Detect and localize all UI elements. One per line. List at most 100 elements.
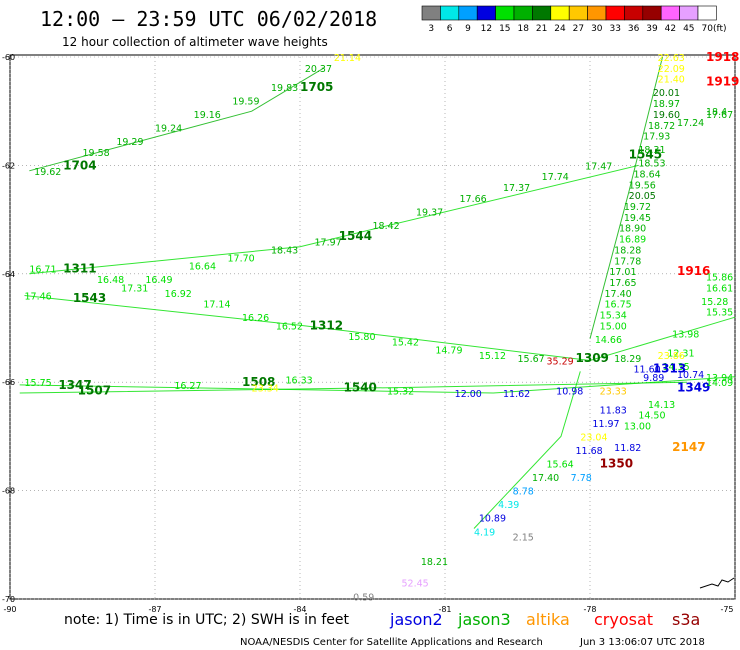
wave-height-label: 14.09 [706,378,733,389]
wave-height-label: 17.93 [643,132,670,143]
legend-unit: (ft) [713,24,727,34]
wave-height-label: 10.74 [677,370,704,381]
wave-height-label: 14.13 [648,400,675,411]
wave-height-label: 16.61 [706,283,733,294]
wave-height-label: 16.64 [189,262,216,273]
legend-label: 45 [683,24,694,34]
wave-height-label: 16.92 [165,289,192,300]
wave-height-label: 18.31 [638,145,665,156]
wave-height-label: 16.48 [97,275,124,286]
pass-time-label: 1311 [63,261,96,275]
wave-height-label: 17.14 [203,300,230,311]
wave-height-label: 18.97 [653,99,680,110]
pass-time-label: 1544 [339,229,372,243]
wave-height-label: 15.00 [600,321,627,332]
wave-height-label: 19.37 [416,207,443,218]
wave-height-label: 17.78 [614,256,641,267]
satellite-name: altika [526,610,570,629]
wave-height-label: 17.24 [677,118,704,129]
wave-height-label: 18.90 [619,224,646,235]
legend-label: 3 [428,24,434,34]
wave-height-label: 15.32 [387,386,414,397]
lon-tick-label: -87 [148,605,161,614]
wave-height-label: 18.29 [614,354,641,365]
wave-height-label: 17.31 [121,283,148,294]
satellite-track [473,371,581,529]
wave-height-label: 16.27 [174,381,201,392]
legend-label: 33 [609,24,620,34]
wave-height-label: 19.83 [271,83,298,94]
map-frame [9,54,736,600]
wave-height-label: 15.86 [706,273,733,284]
lat-tick-label: -60 [2,53,15,62]
wave-height-label: 19.72 [624,202,651,213]
wave-height-label: 7.78 [571,473,592,484]
pass-time-label: 1312 [310,318,343,332]
wave-height-label: 16.89 [619,235,646,246]
page-subtitle: 12 hour collection of altimeter wave hei… [62,35,328,49]
pass-time-label: 1545 [629,148,662,162]
lat-tick-label: -70 [2,595,15,604]
wave-height-label: 20.05 [629,191,656,202]
pass-time-label: 1919 [706,74,739,88]
wave-height-label: 16.49 [145,275,172,286]
wave-height-label: 15.80 [348,332,375,343]
wave-height-label: 4.39 [498,500,519,511]
wave-height-label: 10.98 [556,386,583,397]
wave-height-label: 19.29 [116,137,143,148]
legend-label: 15 [499,24,510,34]
legend-swatch [568,5,588,21]
pass-time-label: 1507 [78,383,111,397]
lat-tick-label: -62 [2,161,15,170]
wave-height-label: 17.40 [605,289,632,300]
wave-height-label: 19.60 [653,110,680,121]
longitude-labels: -90 -87 -84 -81 -78 -75 [3,605,733,614]
legend-swatch [513,5,533,21]
legend-swatch [440,5,460,21]
lon-tick-label: -84 [293,605,306,614]
wave-height-label: 18.4 [706,107,727,118]
legend-swatch [587,5,607,21]
wave-height-label: 8.78 [513,487,534,498]
wave-height-label: 12.00 [455,389,482,400]
wave-height-label: 4.19 [474,527,495,538]
pass-time-label: 1349 [677,381,710,395]
wave-height-label: 18.42 [373,221,400,232]
legend-label: 18 [517,24,529,34]
satellite-track [29,67,325,172]
legend-swatch [495,5,515,21]
wave-height-label: 15.28 [701,297,728,308]
legend-label: 70 [701,24,713,34]
pass-time-label: 1313 [653,362,686,376]
legend-swatch [458,5,478,21]
legend-swatch [550,5,570,21]
lat-tick-label: -68 [2,487,15,496]
legend-label: 42 [665,24,676,34]
wave-height-label: 19.59 [232,96,259,107]
legend-swatch [679,5,699,21]
lon-tick-label: -81 [438,605,451,614]
wave-height-label: 11.68 [576,446,603,457]
wave-height-label: 13.98 [672,329,699,340]
wave-height-label: 20.37 [305,64,332,75]
wave-height-label: 16.52 [276,321,303,332]
satellite-track [589,56,663,339]
satellite-name: cryosat [594,610,653,629]
wave-height-label: 17.46 [25,291,52,302]
wave-height-label: 13.94 [706,373,733,384]
wave-height-label: 17.37 [503,183,530,194]
lon-tick-label: -75 [720,605,733,614]
wave-height-label: 2.15 [513,533,534,544]
legend-swatch [624,5,644,21]
wave-height-label: 11.82 [614,443,641,454]
wave-height-label: 15.64 [547,460,574,471]
wave-height-label: 19.62 [34,167,61,178]
page-title: 12:00 – 23:59 UTC 06/02/2018 [40,7,377,31]
legend-label: 27 [573,24,584,34]
satellite-track [29,164,639,275]
satellite-name: jason3 [457,610,511,629]
wave-height-label: 18.21 [421,557,448,568]
satellite-legend: jason2 jason3 altika cryosat s3a [389,610,700,629]
